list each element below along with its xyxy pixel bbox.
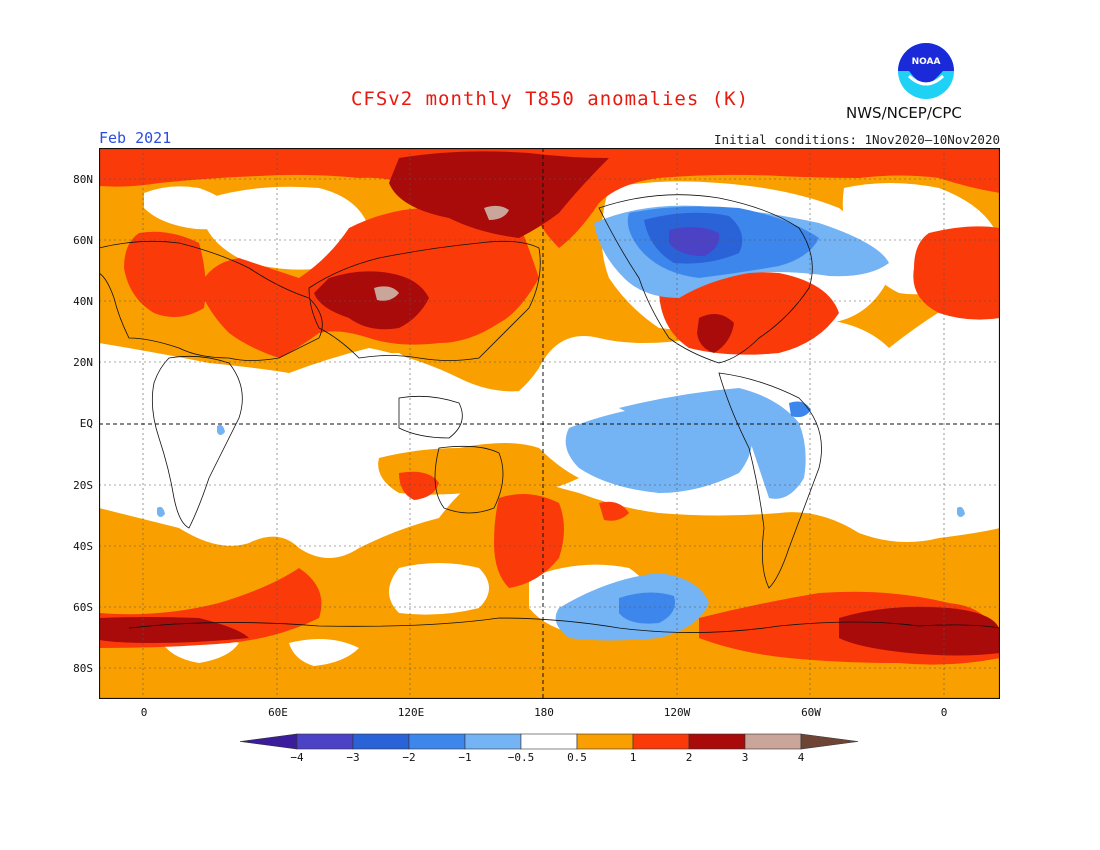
agency-label: NWS/NCEP/CPC <box>846 104 962 122</box>
colorbar-bin <box>464 733 522 750</box>
colorbar-label-1: 1 <box>629 751 637 764</box>
anomaly-map <box>99 148 1000 699</box>
anomaly-band-3-4 <box>374 205 509 301</box>
lat-label-80n: 80N <box>73 173 93 186</box>
colorbar-bin <box>520 733 578 750</box>
colorbar-label-neg3: −3 <box>346 751 360 764</box>
colorbar-label-neg1: −1 <box>458 751 472 764</box>
lon-label-120e: 120E <box>397 706 425 719</box>
colorbar <box>240 733 859 750</box>
colorbar-label-neg2: −2 <box>402 751 416 764</box>
colorbar-label-3: 3 <box>741 751 749 764</box>
colorbar-label-2: 2 <box>685 751 693 764</box>
colorbar-label-neg0.5: −0.5 <box>507 751 535 764</box>
colorbar-label-4: 4 <box>797 751 805 764</box>
lat-label-60n: 60N <box>73 234 93 247</box>
colorbar-bin <box>632 733 690 750</box>
noaa-logo: NOAA <box>898 43 954 99</box>
colorbar-bin <box>240 733 298 750</box>
map-title: CFSv2 monthly T850 anomalies (K) <box>350 88 750 110</box>
lat-label-80s: 80S <box>73 662 93 675</box>
coastlines <box>99 194 1000 633</box>
colorbar-bin <box>576 733 634 750</box>
colorbar-bin <box>800 733 859 750</box>
lon-label-180: 180 <box>534 706 554 719</box>
lat-label-40n: 40N <box>73 295 93 308</box>
colorbar-bin <box>408 733 466 750</box>
lat-label-eq: EQ <box>79 417 93 430</box>
map-border <box>99 148 1000 699</box>
colorbar-bin <box>688 733 746 750</box>
anomaly-band-2-3 <box>99 151 1000 656</box>
anomaly-band-neg-4-neg-3 <box>669 227 720 256</box>
lat-label-40s: 40S <box>73 540 93 553</box>
lon-label-120w: 120W <box>663 706 691 719</box>
lon-label-60w: 60W <box>801 706 821 719</box>
colorbar-label-0.5: 0.5 <box>567 751 587 764</box>
lon-label-0-left: 0 <box>140 706 148 719</box>
colorbar-bin <box>744 733 802 750</box>
reference-lines <box>99 148 1000 699</box>
forecast-month: Feb 2021 <box>99 129 172 147</box>
lon-label-60e: 60E <box>268 706 288 719</box>
lat-label-20n: 20N <box>73 356 93 369</box>
initial-conditions: Initial conditions: 1Nov2020–10Nov2020 <box>714 132 1000 147</box>
lat-label-20s: 20S <box>73 479 93 492</box>
lon-label-0-right: 0 <box>940 706 948 719</box>
logo-text: NOAA <box>912 57 941 67</box>
colorbar-label-neg4: −4 <box>290 751 304 764</box>
colorbar-bin <box>352 733 410 750</box>
colorbar-bin <box>296 733 354 750</box>
lat-label-60s: 60S <box>73 601 93 614</box>
